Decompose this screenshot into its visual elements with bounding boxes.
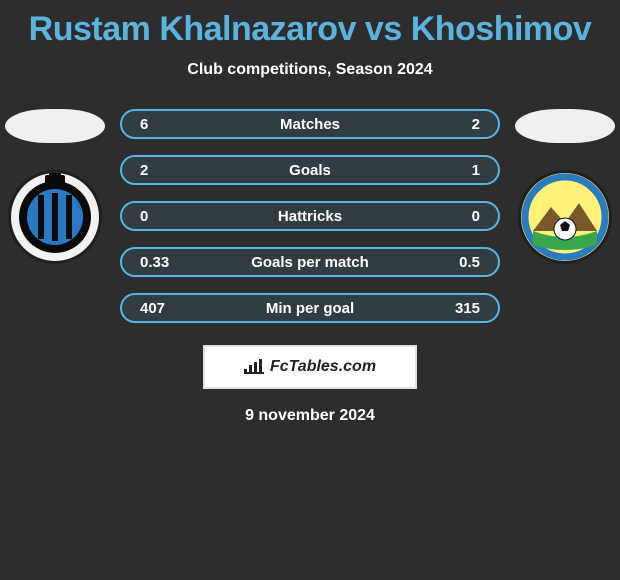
stat-right-value: 2 <box>440 116 480 133</box>
stat-row: 0 Hattricks 0 <box>120 201 500 231</box>
stat-right-value: 1 <box>440 162 480 179</box>
bar-chart-icon <box>244 359 264 375</box>
right-club-logo <box>521 173 609 261</box>
stat-left-value: 2 <box>140 162 180 179</box>
stat-label: Hattricks <box>180 208 440 225</box>
stat-left-value: 0.33 <box>140 254 180 271</box>
stat-label: Goals <box>180 162 440 179</box>
left-flag-icon <box>5 109 105 143</box>
stat-right-value: 0.5 <box>440 254 480 271</box>
stat-right-value: 0 <box>440 208 480 225</box>
stat-label: Matches <box>180 116 440 133</box>
brand-box[interactable]: FcTables.com <box>203 345 417 389</box>
stat-right-value: 315 <box>440 300 480 317</box>
stat-row: 2 Goals 1 <box>120 155 500 185</box>
stat-left-value: 407 <box>140 300 180 317</box>
stat-left-value: 0 <box>140 208 180 225</box>
stat-row: 407 Min per goal 315 <box>120 293 500 323</box>
sogdiana-icon <box>521 173 609 261</box>
page-title: Rustam Khalnazarov vs Khoshimov <box>0 0 620 49</box>
right-flag-icon <box>515 109 615 143</box>
subtitle: Club competitions, Season 2024 <box>0 61 620 79</box>
date-label: 9 november 2024 <box>0 407 620 425</box>
content-area: 6 Matches 2 2 Goals 1 0 Hattricks 0 0.33… <box>0 109 620 323</box>
stat-row: 6 Matches 2 <box>120 109 500 139</box>
left-club-logo <box>11 173 99 261</box>
stat-label: Min per goal <box>180 300 440 317</box>
club-brugge-icon <box>11 173 99 261</box>
left-side <box>0 109 110 261</box>
stat-left-value: 6 <box>140 116 180 133</box>
stat-row: 0.33 Goals per match 0.5 <box>120 247 500 277</box>
stat-label: Goals per match <box>180 254 440 271</box>
brand-label: FcTables.com <box>270 358 376 376</box>
stats-list: 6 Matches 2 2 Goals 1 0 Hattricks 0 0.33… <box>120 109 500 323</box>
comparison-card: Rustam Khalnazarov vs Khoshimov Club com… <box>0 0 620 580</box>
right-side <box>510 109 620 261</box>
